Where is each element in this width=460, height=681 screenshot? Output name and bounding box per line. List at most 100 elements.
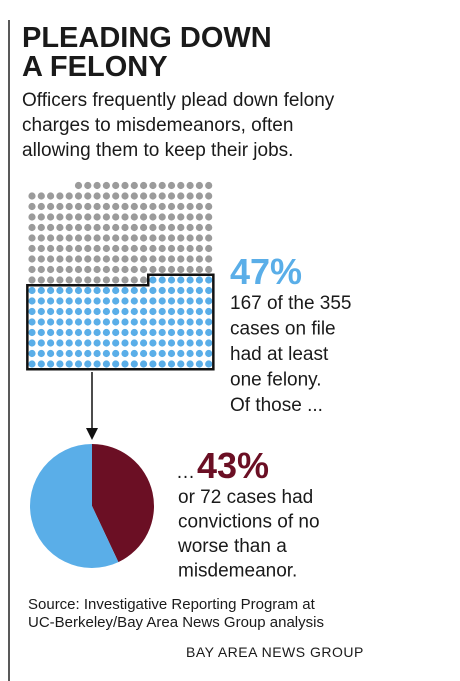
highlight-dot	[167, 276, 176, 284]
dot	[130, 255, 138, 263]
dot	[28, 244, 36, 253]
highlight-dot	[121, 318, 129, 326]
percent-label: 43%	[197, 445, 269, 486]
dot	[47, 265, 55, 274]
highlight-dot	[84, 360, 92, 368]
highlight-dot	[28, 307, 36, 316]
highlight-outline	[26, 273, 215, 371]
highlight-dot	[121, 307, 129, 316]
dot	[47, 244, 55, 253]
highlight-dot	[140, 339, 148, 347]
dot	[37, 202, 45, 211]
dot	[28, 213, 36, 221]
dot	[102, 213, 110, 221]
highlight-dot	[56, 307, 64, 316]
highlight-dot	[37, 286, 45, 295]
dot	[121, 265, 129, 274]
dot	[177, 234, 185, 242]
highlight-dot	[112, 328, 120, 337]
highlight-dot	[130, 349, 138, 358]
dot	[149, 223, 157, 232]
dot	[65, 265, 73, 274]
dot	[130, 223, 138, 232]
dot	[158, 202, 166, 211]
dot	[140, 192, 148, 200]
note: one felony.	[230, 370, 322, 391]
dot	[84, 223, 92, 232]
highlight-dot	[47, 339, 55, 347]
dot	[93, 234, 101, 242]
highlight-dot	[93, 307, 101, 316]
subtitle: allowing them to keep their jobs.	[22, 140, 293, 161]
dot	[102, 192, 110, 200]
dot	[186, 192, 194, 200]
highlight-dot	[74, 339, 83, 347]
dot	[56, 255, 64, 263]
dot	[130, 234, 138, 242]
dot	[84, 202, 92, 211]
highlight-dot	[56, 286, 64, 295]
dot	[149, 234, 157, 242]
dot	[84, 276, 92, 284]
highlight-dot	[195, 297, 203, 305]
dot	[84, 192, 92, 200]
dot	[65, 223, 73, 232]
highlight-dot	[84, 286, 92, 295]
highlight-dot	[205, 276, 213, 284]
title: PLEADING DOWN	[22, 22, 272, 54]
dot	[149, 181, 157, 190]
dot	[102, 181, 110, 190]
highlight-dot	[140, 360, 148, 368]
highlight-dot	[28, 318, 36, 326]
highlight-dot	[74, 307, 83, 316]
dot	[158, 181, 166, 190]
note: had at least	[230, 344, 329, 365]
dot	[28, 192, 36, 200]
highlight-dot	[195, 276, 203, 284]
dot	[47, 234, 55, 242]
dot	[65, 244, 73, 253]
dot	[177, 181, 185, 190]
dot	[186, 244, 194, 253]
highlight-dot	[195, 307, 203, 316]
highlight-dot	[140, 349, 148, 358]
dot	[205, 202, 213, 211]
highlight-dot	[177, 349, 185, 358]
dot	[102, 265, 110, 274]
dot	[37, 234, 45, 242]
dot	[93, 255, 101, 263]
highlight-dot	[130, 307, 138, 316]
highlight-dot	[205, 349, 213, 358]
highlight-dot	[37, 318, 45, 326]
highlight-dot	[56, 328, 64, 337]
highlight-dot	[158, 360, 166, 368]
highlight-dot	[93, 318, 101, 326]
highlight-dot	[121, 328, 129, 337]
highlight-dot	[130, 328, 138, 337]
highlight-dot	[112, 286, 120, 295]
dot	[28, 234, 36, 242]
highlight-dot	[158, 276, 166, 284]
dot	[84, 244, 92, 253]
dot	[130, 181, 138, 190]
dot	[65, 192, 73, 200]
dot	[65, 276, 73, 284]
highlight-dot	[205, 360, 213, 368]
highlight-dot	[121, 349, 129, 358]
dot	[47, 202, 55, 211]
dot	[186, 181, 194, 190]
highlight-dot	[37, 328, 45, 337]
dot	[47, 213, 55, 221]
dot	[158, 213, 166, 221]
highlight-dot	[149, 339, 157, 347]
dot	[47, 255, 55, 263]
dot	[195, 255, 203, 263]
dot	[140, 223, 148, 232]
dot	[205, 234, 213, 242]
highlight-dot	[158, 339, 166, 347]
dot	[195, 181, 203, 190]
dot	[205, 192, 213, 200]
highlight-dot	[102, 286, 110, 295]
dot	[47, 276, 55, 284]
dot	[205, 265, 213, 274]
